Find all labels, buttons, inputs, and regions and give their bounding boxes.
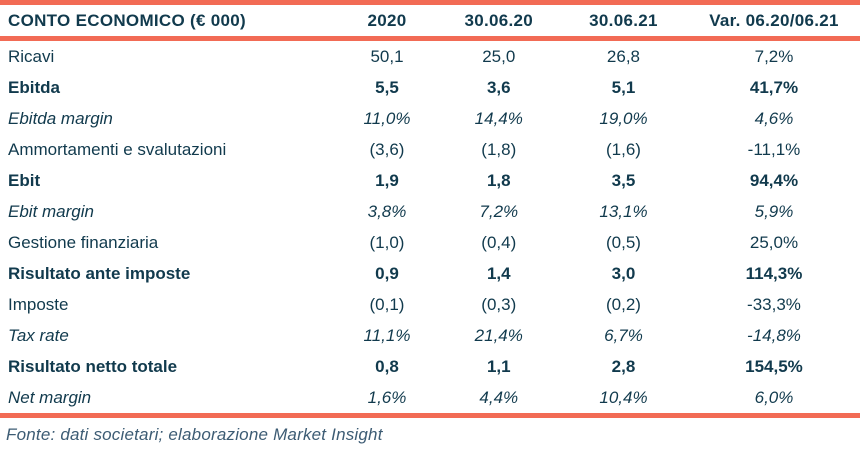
cell-2020: (0,1) [369, 295, 405, 314]
cell-30-06-20: 7,2% [479, 202, 519, 221]
source-note: Fonte: dati societari; elaborazione Mark… [6, 425, 383, 444]
cell-30-06-21: 19,0% [599, 109, 648, 128]
row-label: Tax rate [8, 326, 69, 345]
table-row-net-margin: Net margin 1,6% 4,4% 10,4% 6,0% [0, 382, 860, 416]
cell-var: 7,2% [754, 47, 794, 66]
cell-30-06-21: 6,7% [604, 326, 643, 345]
cell-2020: 5,5 [375, 78, 399, 97]
cell-2020: 11,1% [363, 326, 411, 345]
cell-2020: 3,8% [367, 202, 407, 221]
cell-30-06-21: (1,6) [605, 140, 641, 159]
table-title: CONTO ECONOMICO (€ 000) [8, 11, 247, 30]
cell-var: -11,1% [747, 140, 801, 159]
header-row: CONTO ECONOMICO (€ 000) 2020 30.06.20 30… [0, 3, 860, 39]
row-label: Risultato ante imposte [8, 264, 191, 283]
column-header-30-06-21: 30.06.21 [589, 11, 658, 30]
cell-var: -14,8% [747, 326, 801, 345]
cell-30-06-20: 1,1 [486, 357, 511, 376]
cell-2020: 11,0% [363, 109, 411, 128]
cell-2020: 1,6% [367, 388, 407, 407]
cell-30-06-20: (1,8) [481, 140, 517, 159]
cell-30-06-21: (0,2) [605, 295, 641, 314]
table-row-ebit-margin: Ebit margin 3,8% 7,2% 13,1% 5,9% [0, 196, 860, 227]
table-row-ammortamenti: Ammortamenti e svalutazioni (3,6) (1,8) … [0, 134, 860, 165]
row-label: Gestione finanziaria [8, 233, 159, 252]
column-header-var: Var. 06.20/06.21 [709, 11, 839, 30]
row-label: Ebit [8, 171, 41, 190]
table-row-risultato-ante-imposte: Risultato ante imposte 0,9 1,4 3,0 114,3… [0, 258, 860, 289]
cell-30-06-20: (0,3) [481, 295, 517, 314]
table-row-imposte: Imposte (0,1) (0,3) (0,2) -33,3% [0, 289, 860, 320]
row-label: Risultato netto totale [8, 357, 178, 376]
cell-30-06-21: 10,4% [599, 388, 648, 407]
cell-var: 5,9% [754, 202, 794, 221]
table-row-ebitda: Ebitda 5,5 3,6 5,1 41,7% [0, 72, 860, 103]
row-label: Imposte [8, 295, 69, 314]
cell-30-06-21: 3,0 [611, 264, 636, 283]
table-row-ebitda-margin: Ebitda margin 11,0% 14,4% 19,0% 4,6% [0, 103, 860, 134]
cell-30-06-20: 1,8 [486, 171, 511, 190]
cell-30-06-21: 5,1 [611, 78, 636, 97]
cell-30-06-21: 2,8 [611, 357, 636, 376]
cell-30-06-20: 4,4% [479, 388, 519, 407]
cell-var: 94,4% [749, 171, 799, 190]
cell-30-06-20: 25,0 [482, 47, 516, 66]
table-row-tax-rate: Tax rate 11,1% 21,4% 6,7% -14,8% [0, 320, 860, 351]
table-row-ricavi: Ricavi 50,1 25,0 26,8 7,2% [0, 39, 860, 73]
table-row-ebit: Ebit 1,9 1,8 3,5 94,4% [0, 165, 860, 196]
cell-30-06-20: 1,4 [486, 264, 511, 283]
cell-2020: (1,0) [369, 233, 405, 252]
column-header-30-06-20: 30.06.20 [464, 11, 534, 30]
row-label: Ebitda [8, 78, 60, 97]
cell-var: 114,3% [745, 264, 803, 283]
cell-2020: 1,9 [375, 171, 399, 190]
cell-var: 4,6% [754, 109, 794, 128]
cell-2020: 0,8 [375, 357, 399, 376]
income-statement-table: CONTO ECONOMICO (€ 000) 2020 30.06.20 30… [0, 0, 860, 418]
row-label: Net margin [8, 388, 92, 407]
cell-30-06-20: 14,4% [474, 109, 523, 128]
cell-30-06-21: 26,8 [606, 47, 641, 66]
cell-var: 6,0% [754, 388, 794, 407]
cell-30-06-20: (0,4) [481, 233, 517, 252]
cell-var: 154,5% [745, 357, 803, 376]
cell-2020: (3,6) [369, 140, 405, 159]
cell-var: -33,3% [747, 295, 801, 314]
row-label: Ebitda margin [8, 109, 113, 128]
row-label: Ammortamenti e svalutazioni [8, 140, 227, 159]
cell-30-06-21: 3,5 [611, 171, 636, 190]
row-label: Ricavi [8, 47, 55, 66]
cell-2020: 50,1 [370, 47, 404, 66]
row-label: Ebit margin [8, 202, 94, 221]
cell-var: 41,7% [749, 78, 799, 97]
table-row-risultato-netto-totale: Risultato netto totale 0,8 1,1 2,8 154,5… [0, 351, 860, 382]
cell-30-06-21: 13,1% [599, 202, 648, 221]
cell-30-06-21: (0,5) [605, 233, 641, 252]
cell-2020: 0,9 [375, 264, 399, 283]
cell-30-06-20: 3,6 [486, 78, 511, 97]
cell-30-06-20: 21,4% [474, 326, 523, 345]
column-header-2020: 2020 [367, 11, 407, 30]
cell-var: 25,0% [749, 233, 799, 252]
table-row-gestione-finanziaria: Gestione finanziaria (1,0) (0,4) (0,5) 2… [0, 227, 860, 258]
